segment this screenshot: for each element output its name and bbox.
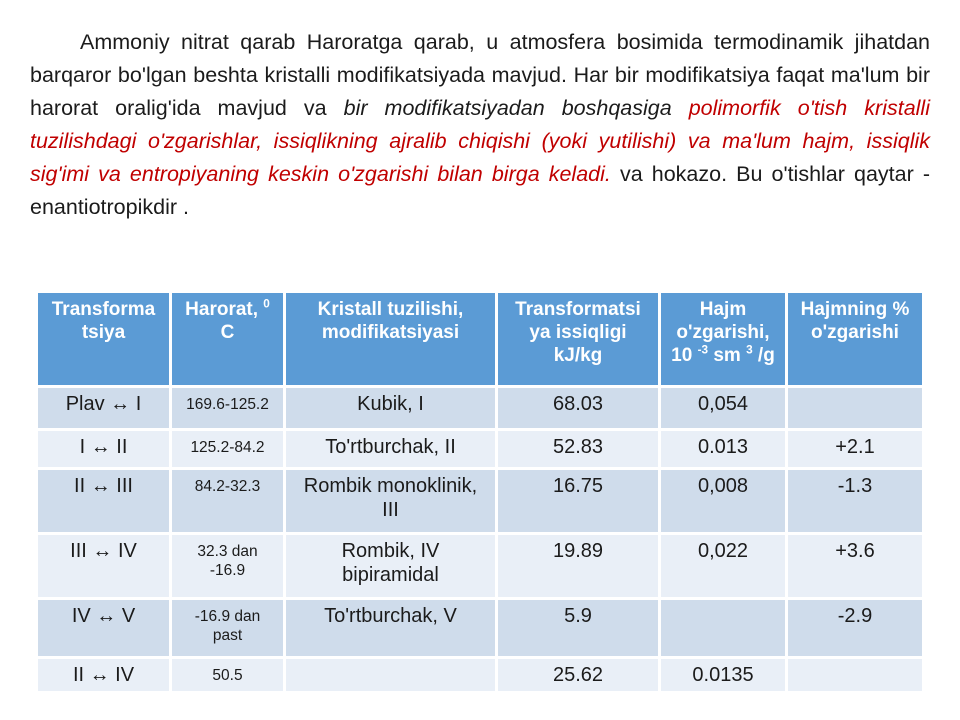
table-cell: 19.89 bbox=[498, 535, 658, 597]
intro-text-italic: bir modifikatsiyadan boshqasiga bbox=[343, 96, 689, 120]
table-cell: IV ↔ V bbox=[38, 600, 169, 656]
intro-text-normal-2: va hokazo. Bu o'tishlar qaytar - enantio… bbox=[30, 162, 931, 219]
header-hajm-line2: o'zgarishi, bbox=[676, 322, 770, 343]
table-cell: 0,054 bbox=[661, 388, 785, 428]
table-cell: +2.1 bbox=[788, 431, 922, 467]
table-cell: -1.3 bbox=[788, 470, 922, 532]
table-cell: Plav ↔ I bbox=[38, 388, 169, 428]
header-kristall-tuzilishi: Kristall tuzilishi, modifikatsiyasi bbox=[286, 293, 495, 385]
table-cell: 0.013 bbox=[661, 431, 785, 467]
table-cell: Rombik, IV bipiramidal bbox=[286, 535, 495, 597]
table-header-row: Transforma tsiya Harorat, 0 C Kristall tu… bbox=[38, 293, 922, 385]
header-hajm-base2: sm bbox=[708, 345, 747, 366]
header-hajm-sup1: -3 bbox=[697, 343, 709, 357]
table-cell: 0,008 bbox=[661, 470, 785, 532]
table-cell: 5.9 bbox=[498, 600, 658, 656]
table-cell: I ↔ II bbox=[38, 431, 169, 467]
table-cell: 52.83 bbox=[498, 431, 658, 467]
table-cell: 125.2-84.2 bbox=[172, 431, 283, 467]
table-cell: -16.9 dan past bbox=[172, 600, 283, 656]
table-cell: 25.62 bbox=[498, 659, 658, 691]
header-hajm-base3: /g bbox=[752, 345, 775, 366]
table-cell: 169.6-125.2 bbox=[172, 388, 283, 428]
table-cell: -2.9 bbox=[788, 600, 922, 656]
table-row-iii-iv: III ↔ IV 32.3 dan -16.9 Rombik, IV bipir… bbox=[38, 535, 922, 597]
table-cell: To'rtburchak, V bbox=[286, 600, 495, 656]
table-cell: 16.75 bbox=[498, 470, 658, 532]
header-hajm-sup2: 3 bbox=[746, 343, 753, 357]
header-hajm-ozgarishi: Hajm o'zgarishi, 10 -3 sm 3 /g bbox=[661, 293, 785, 385]
table-cell: To'rtburchak, II bbox=[286, 431, 495, 467]
header-hajmning-foiz: Hajmning % o'zgarishi bbox=[788, 293, 922, 385]
header-harorat-sup: 0 bbox=[263, 297, 270, 311]
table-cell: 32.3 dan -16.9 bbox=[172, 535, 283, 597]
table-row-ii-iv: II ↔ IV 50.5 25.62 0.0135 bbox=[38, 659, 922, 691]
table-cell: 0,022 bbox=[661, 535, 785, 597]
table-cell: 84.2-32.3 bbox=[172, 470, 283, 532]
header-transformatsiya-issiqligi: Transformatsi ya issiqligi kJ/kg bbox=[498, 293, 658, 385]
table-cell: II ↔ III bbox=[38, 470, 169, 532]
header-transformatsiya: Transforma tsiya bbox=[38, 293, 169, 385]
table-cell: 68.03 bbox=[498, 388, 658, 428]
table-cell bbox=[661, 600, 785, 656]
header-harorat-unit: C bbox=[220, 322, 235, 343]
header-harorat: Harorat, 0 C bbox=[172, 293, 283, 385]
table-cell: +3.6 bbox=[788, 535, 922, 597]
table-cell: II ↔ IV bbox=[38, 659, 169, 691]
transformations-table: Transforma tsiya Harorat, 0 C Kristall tu… bbox=[35, 290, 925, 694]
table-row-i-ii: I ↔ II 125.2-84.2 To'rtburchak, II 52.83… bbox=[38, 431, 922, 467]
intro-paragraph: Ammoniy nitrat qarab Haroratga qarab, u … bbox=[30, 26, 930, 224]
table-row-plav-i: Plav ↔ I 169.6-125.2 Kubik, I 68.03 0,05… bbox=[38, 388, 922, 428]
table-cell: Rombik monoklinik, III bbox=[286, 470, 495, 532]
table-cell: 0.0135 bbox=[661, 659, 785, 691]
table-cell bbox=[286, 659, 495, 691]
table-cell: 50.5 bbox=[172, 659, 283, 691]
table-row-ii-iii: II ↔ III 84.2-32.3 Rombik monoklinik, II… bbox=[38, 470, 922, 532]
intro-text-normal-1: Ammoniy nitrat qarab Haroratga qarab, u … bbox=[30, 30, 930, 120]
header-harorat-base: Harorat, bbox=[185, 299, 264, 320]
table-cell bbox=[788, 388, 922, 428]
table-cell bbox=[788, 659, 922, 691]
header-hajm-base1: 10 bbox=[671, 345, 698, 366]
table-cell: III ↔ IV bbox=[38, 535, 169, 597]
table-row-iv-v: IV ↔ V -16.9 dan past To'rtburchak, V 5.… bbox=[38, 600, 922, 656]
table-cell: Kubik, I bbox=[286, 388, 495, 428]
header-hajm-line1: Hajm bbox=[699, 299, 747, 320]
intro-text-red-italic: polimorfik o'tish kristalli tuzilishdagi… bbox=[30, 96, 930, 186]
